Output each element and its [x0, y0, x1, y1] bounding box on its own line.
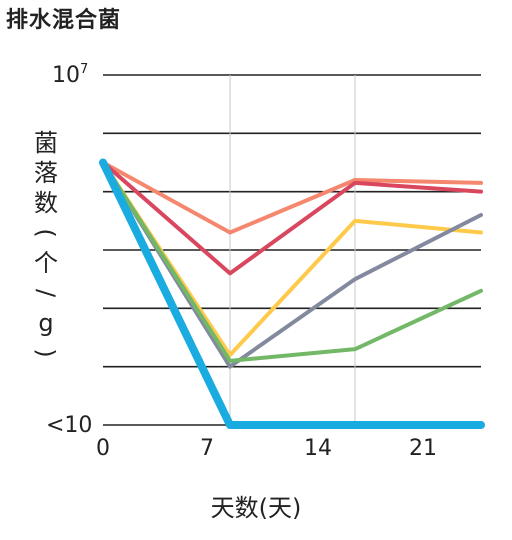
- series-line-0: [101, 160, 483, 235]
- x-tick-label: 21: [409, 436, 437, 461]
- series-line-4: [101, 160, 483, 363]
- x-tick-label: 14: [304, 436, 332, 461]
- series-line-5: [99, 158, 485, 429]
- x-tick-label: 0: [96, 436, 110, 461]
- y-top-label: 107: [52, 62, 88, 88]
- y-axis-label: 菌落数 (个 / g): [32, 129, 60, 358]
- x-tick-label: 7: [200, 436, 214, 461]
- y-bottom-label: <10: [46, 413, 92, 438]
- series-lines: [99, 158, 485, 429]
- chart-title: 排水混合菌: [6, 8, 122, 33]
- series-line-1: [101, 160, 483, 276]
- gridlines: [103, 74, 481, 426]
- x-axis-label: 天数(天): [210, 494, 302, 522]
- x-ticks: 0 7 14 21: [96, 436, 437, 461]
